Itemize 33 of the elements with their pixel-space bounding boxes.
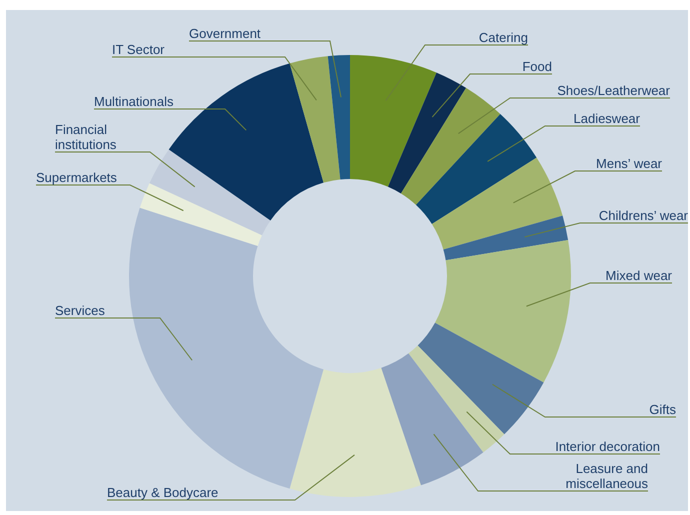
slice-label: Interior decoration <box>555 439 660 454</box>
donut-slice <box>443 216 568 260</box>
slice-label: Multinationals <box>94 94 174 109</box>
slice-label: Mens’ wear <box>596 156 663 171</box>
slice-label: Services <box>55 303 106 318</box>
donut-slice <box>400 88 500 205</box>
donut-slice <box>328 55 350 180</box>
donut-slice <box>350 55 436 187</box>
slice-label: Food <box>522 59 552 74</box>
slice-label: IT Sector <box>112 42 166 57</box>
donut-slice <box>149 149 270 236</box>
donut-slice <box>129 208 324 489</box>
donut-slice <box>416 114 537 224</box>
donut-slice <box>418 322 544 434</box>
donut-slice <box>290 368 421 497</box>
slice-label: Government <box>189 26 261 41</box>
slice-label: Shoes/Leatherwear <box>557 83 671 98</box>
slice-label: Mixed wear <box>606 268 673 283</box>
donut-slice <box>140 183 262 246</box>
slice-label: Catering <box>478 30 528 45</box>
slice-label: Gifts <box>649 402 676 417</box>
slice-label: Supermarkets <box>36 170 118 185</box>
slice-label: Childrens’ wear <box>598 208 689 223</box>
donut-slice <box>408 345 504 452</box>
donut-slice <box>435 240 571 382</box>
donut-slice <box>388 72 466 194</box>
donut-slice <box>290 56 340 183</box>
slice-label: Leasure and miscellaneous <box>566 461 648 491</box>
donut-slice <box>432 158 563 250</box>
slice-label: Beauty & Bodycare <box>107 485 218 500</box>
slice-label: Ladieswear <box>574 111 641 126</box>
slice-label: Financial institutions <box>55 122 117 152</box>
donut-slice <box>381 353 484 486</box>
